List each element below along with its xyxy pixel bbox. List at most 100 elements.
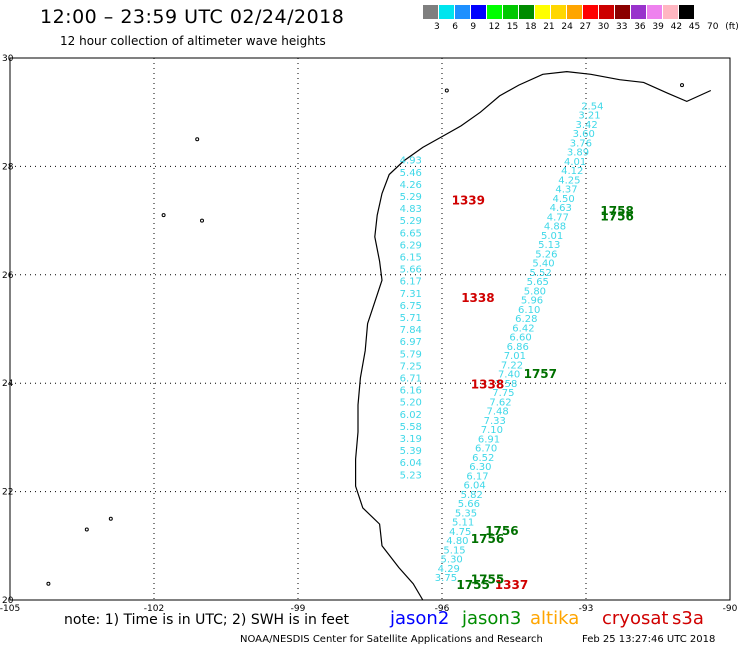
colorbar-swatch (582, 5, 598, 19)
colorbar-label: 45 (688, 22, 701, 32)
swh-value-jason3: 6.10 (518, 305, 540, 316)
colorbar-label: 30 (597, 22, 610, 32)
swh-value-cryosat: 5.23 (400, 470, 422, 481)
colorbar-label: 12 (488, 22, 501, 32)
colorbar-label: 36 (634, 22, 646, 32)
colorbar-swatch (486, 5, 502, 19)
map-title: 12:00 – 23:59 UTC 02/24/2018 (40, 6, 345, 28)
swh-value-jason3: 6.04 (464, 481, 486, 492)
colorbar-label: 33 (616, 22, 628, 32)
island (46, 581, 51, 586)
swh-value-cryosat: 6.02 (400, 410, 422, 421)
swh-value-cryosat: 5.29 (400, 216, 422, 227)
swh-value-cryosat: 6.16 (400, 386, 422, 397)
swh-value-jason3: 5.65 (527, 277, 549, 288)
swh-value-jason3: 5.80 (524, 286, 546, 297)
colorbar-label: 42 (670, 22, 683, 32)
swh-value-jason3: 5.13 (538, 240, 560, 251)
pass-time-jason3: 1757 (524, 367, 557, 381)
colorbar-label: 15 (506, 22, 519, 32)
swh-value-cryosat: 6.29 (400, 240, 422, 251)
colorbar-swatch (470, 5, 486, 19)
lon-tick-label: -90 (723, 604, 738, 614)
swh-value-jason3: 6.42 (512, 323, 534, 334)
island (108, 516, 113, 521)
colorbar-swatch (422, 5, 438, 19)
swh-value-cryosat: 5.58 (400, 422, 422, 433)
swh-value-cryosat: 5.20 (400, 398, 422, 409)
pass-time-jason3: 1758 (600, 204, 633, 218)
pass-time-jason3: 1756 (471, 532, 504, 546)
swh-value-jason3: 7.01 (504, 351, 526, 362)
colorbar-swatch (646, 5, 662, 19)
swh-value-cryosat: 5.46 (400, 168, 422, 179)
legend-jason2: jason2 (390, 608, 450, 629)
pass-time-jason3: 1756 (600, 210, 633, 224)
island (84, 527, 89, 532)
swh-value-cryosat: 5.71 (400, 313, 422, 324)
lat-tick-label: 28 (2, 162, 14, 172)
colorbar-labels: 3 6 9 12 15 18 21 24 27 30 33 36 39 42 45 70 (ft) (422, 22, 739, 34)
swh-value-jason3: 6.60 (509, 333, 531, 344)
swh-value-jason3: 6.70 (475, 444, 497, 455)
swh-value-jason3: 4.77 (547, 212, 569, 223)
swh-value-jason3: 4.37 (555, 185, 577, 196)
colorbar-label: 6 (452, 22, 458, 32)
colorbar-label: 18 (525, 22, 537, 32)
credit: NOAA/NESDIS Center for Satellite Applica… (240, 634, 543, 645)
colorbar-swatch (438, 5, 454, 19)
colorbar-label: 24 (561, 22, 573, 32)
pass-time-jason3: 1756 (485, 524, 518, 538)
lon-tick-label: -96 (435, 604, 450, 614)
swh-value-cryosat: 7.25 (400, 361, 422, 372)
swh-value-jason3: 7.62 (489, 397, 511, 408)
pass-time-cryosat: 1338 (461, 291, 494, 305)
swh-value-jason3: 4.75 (449, 527, 471, 538)
colorbar-swatch (662, 5, 678, 19)
swh-value-jason3: 7.10 (481, 425, 503, 436)
pass-time-jason3: 1755 (456, 578, 489, 592)
lat-tick-label: 22 (2, 488, 13, 498)
swh-value-jason3: 4.12 (561, 166, 583, 177)
colorbar-swatch (630, 5, 646, 19)
swh-value-cryosat: 5.39 (400, 446, 422, 457)
colorbar-label: 70 (707, 22, 719, 32)
lat-tick-label: 20 (2, 596, 14, 606)
swh-value-jason3: 5.30 (441, 555, 463, 566)
coastline (355, 70, 712, 601)
colorbar-swatch (534, 5, 550, 19)
swh-value-jason3: 3.21 (578, 111, 600, 122)
swh-value-cryosat: 6.15 (400, 252, 422, 263)
swh-value-cryosat: 5.66 (400, 265, 422, 276)
swh-value-jason3: 4.25 (558, 175, 580, 186)
swh-value-cryosat: 5.29 (400, 192, 422, 203)
legend-altika: altika (530, 608, 580, 629)
colorbar-label: 27 (579, 22, 592, 32)
swh-value-jason3: 7.22 (501, 360, 523, 371)
lon-tick-label: -99 (291, 604, 306, 614)
swh-value-jason3: 4.01 (564, 157, 586, 168)
map-subtitle: 12 hour collection of altimeter wave hei… (60, 34, 326, 48)
swh-value-jason3: 4.63 (550, 203, 572, 214)
pass-time-cryosat: 1337 (495, 578, 528, 592)
swh-value-jason3: 4.80 (446, 536, 468, 547)
swh-value-jason3: 7.48 (486, 407, 508, 418)
swh-value-jason3: 5.11 (452, 518, 474, 529)
colorbar-swatch (598, 5, 614, 19)
lon-tick-label: -93 (579, 604, 594, 614)
colorbar-label: (ft) (725, 22, 739, 32)
colorbar-swatch (550, 5, 566, 19)
swh-value-jason3: 7.75 (492, 388, 514, 399)
timestamp: Feb 25 13:27:46 UTC 2018 (582, 634, 716, 645)
map-frame (9, 57, 731, 601)
swh-value-cryosat: 7.31 (400, 289, 422, 300)
swh-value-jason3: 6.91 (478, 434, 500, 445)
swh-value-jason3: 6.30 (469, 462, 491, 473)
swh-value-jason3: 5.66 (458, 499, 480, 510)
swh-value-cryosat: 4.26 (400, 180, 422, 191)
pass-time-jason3: 1755 (471, 573, 504, 587)
swh-value-jason3: 3.75 (435, 573, 457, 584)
swh-value-jason3: 3.42 (575, 120, 597, 131)
swh-value-jason3: 5.40 (532, 259, 554, 270)
